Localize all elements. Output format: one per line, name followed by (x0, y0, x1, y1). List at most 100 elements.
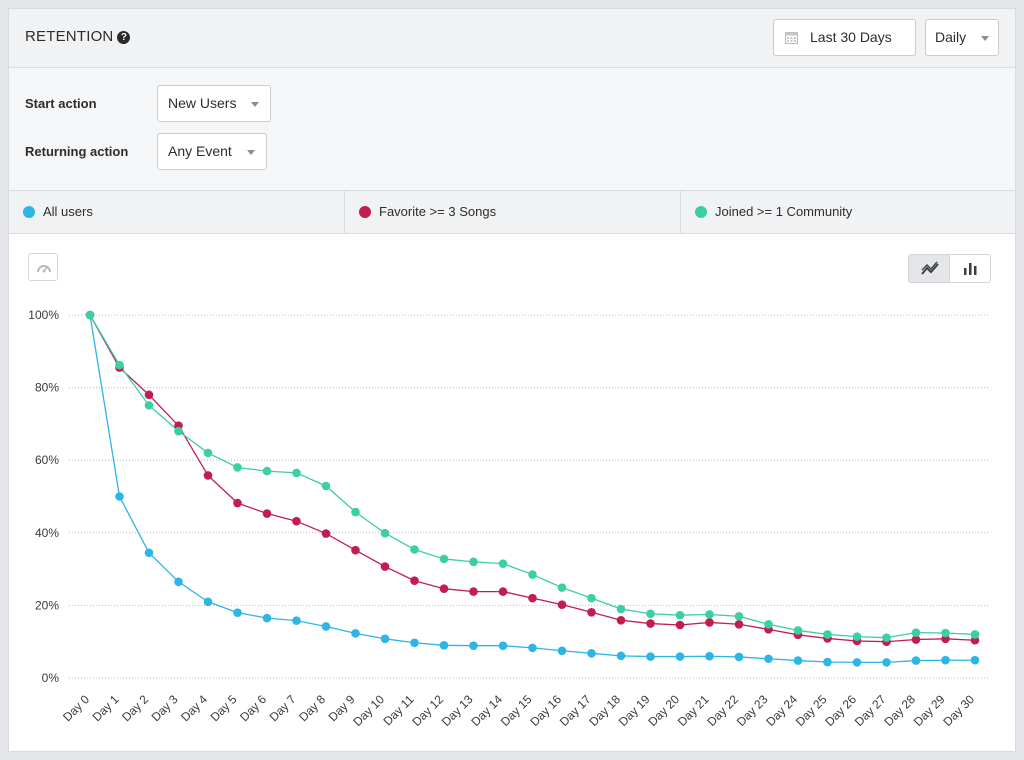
data-point (498, 559, 508, 568)
chart-area: 0% 20% 40% 60% 80% 100% Day 0 Day 1 Day 2 Day 3 Da… (9, 234, 1015, 751)
retention-card: RETENTION? Last 30 Days Daily Start acti… (8, 8, 1016, 752)
x-tick-label: Day 29 (911, 692, 948, 729)
data-point (764, 654, 773, 664)
data-point (705, 618, 714, 627)
x-tick-label: Day 23 (734, 692, 771, 729)
page-title: RETENTION? (25, 28, 131, 45)
data-point (764, 619, 773, 629)
data-point (587, 649, 596, 658)
data-point (557, 600, 567, 609)
legend-dot (23, 206, 35, 218)
x-tick-label: Day 15 (498, 692, 535, 729)
x-tick-label: Day 3 (149, 692, 181, 724)
data-point (292, 616, 301, 625)
chevron-down-icon (247, 150, 255, 155)
data-point (941, 628, 950, 638)
data-point (469, 557, 478, 567)
legend-item-joined-community[interactable]: Joined >= 1 Community (681, 191, 1015, 233)
help-icon[interactable]: ? (117, 31, 131, 44)
legend-item-all-users[interactable]: All users (9, 191, 345, 233)
legend-label: Favorite >= 3 Songs (379, 204, 497, 219)
bar-chart-icon (963, 262, 978, 281)
data-point (705, 651, 714, 661)
interval-select-value: Daily (935, 29, 967, 45)
x-tick-label: Day 7 (267, 692, 299, 724)
data-point (970, 630, 980, 639)
data-point (85, 310, 95, 320)
data-point (321, 481, 331, 491)
segment-legend: All users Favorite >= 3 Songs Joined >= … (9, 191, 1015, 234)
data-point (115, 360, 124, 370)
data-point (793, 656, 803, 665)
y-tick-label: 80% (35, 381, 59, 395)
x-tick-label: Day 22 (704, 692, 741, 729)
start-action-value: New Users (168, 95, 237, 111)
y-tick-label: 60% (35, 453, 59, 467)
series-line (89, 314, 976, 639)
start-action-select[interactable]: New Users (157, 85, 271, 122)
data-point (498, 641, 508, 650)
data-point (351, 545, 360, 555)
header-bar: RETENTION? Last 30 Days Daily (9, 9, 1015, 68)
legend-item-favorite-songs[interactable]: Favorite >= 3 Songs (345, 191, 681, 233)
data-point (233, 463, 242, 472)
data-point (203, 448, 213, 458)
chevron-down-icon (981, 36, 989, 41)
line-view-button[interactable] (908, 254, 950, 283)
data-point (469, 587, 478, 596)
data-point (911, 656, 921, 665)
y-tick-label: 40% (35, 526, 59, 540)
gauge-button[interactable] (28, 253, 58, 281)
data-point (705, 610, 714, 619)
filters-panel: Start action New Users Returning action … (9, 68, 1015, 191)
x-tick-label: Day 20 (645, 692, 682, 729)
data-point (587, 607, 596, 617)
data-point (469, 641, 478, 650)
y-tick-label: 0% (42, 671, 60, 685)
data-point (203, 471, 213, 480)
data-point (380, 528, 390, 538)
x-tick-label: Day 27 (852, 692, 889, 729)
x-tick-label: Day 28 (881, 692, 918, 729)
data-point (233, 498, 242, 508)
returning-action-label: Returning action (25, 144, 129, 159)
start-action-label: Start action (25, 96, 97, 111)
data-point (292, 468, 301, 478)
data-point (410, 638, 419, 648)
data-point (144, 401, 154, 410)
legend-dot (695, 206, 707, 218)
data-point (557, 646, 567, 656)
data-point (587, 593, 596, 603)
data-point (734, 652, 744, 662)
interval-select[interactable]: Daily (925, 19, 999, 56)
data-point (292, 516, 301, 526)
returning-action-select[interactable]: Any Event (157, 133, 267, 170)
data-point (852, 658, 862, 667)
data-point (144, 548, 154, 558)
data-point (262, 466, 272, 476)
x-tick-label: Day 16 (527, 692, 564, 729)
x-tick-label: Day 6 (237, 692, 269, 724)
x-tick-label: Day 11 (380, 692, 416, 728)
data-point (911, 628, 921, 637)
data-point (439, 554, 449, 564)
data-point (646, 609, 655, 619)
data-point (439, 641, 449, 650)
data-point (882, 633, 891, 643)
x-tick-label: Day 30 (940, 692, 977, 729)
data-point (410, 545, 419, 554)
data-point (616, 615, 626, 625)
x-tick-label: Day 13 (439, 692, 476, 729)
x-tick-label: Day 12 (409, 692, 446, 729)
date-range-picker[interactable]: Last 30 Days (773, 19, 916, 56)
data-point (115, 492, 124, 501)
data-point (970, 655, 980, 665)
bar-view-button[interactable] (949, 254, 991, 283)
data-point (174, 426, 183, 436)
data-point (675, 620, 685, 630)
data-point (439, 584, 449, 594)
data-point (203, 597, 213, 607)
data-point (351, 507, 360, 517)
page-title-text: RETENTION (25, 28, 114, 45)
x-tick-label: Day 21 (675, 692, 712, 729)
